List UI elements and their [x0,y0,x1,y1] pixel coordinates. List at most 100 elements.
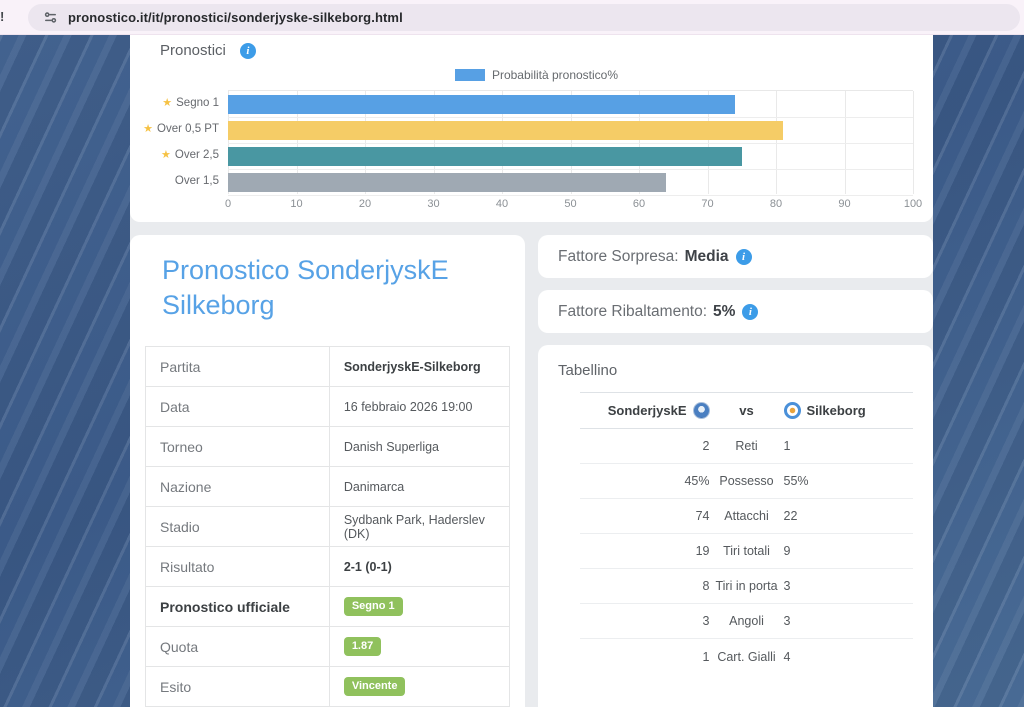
table-row: Quota 1.87 [145,626,511,668]
x-tick-label: 60 [632,198,646,210]
surprise-factor-value: Media [684,247,729,265]
chart-info-icon[interactable]: i [239,42,256,59]
prediction-table: Partita SonderjyskE-Silkeborg Data 16 febbr… [145,346,511,707]
x-tick-label: 90 [838,198,851,210]
stat-label: Tiri in porta [715,579,778,593]
table-row: Torneo Danish Superliga [145,426,511,468]
stat-row: 8 Tiri in porta 3 [580,569,913,604]
stat-away: 3 [783,579,791,593]
row-value: SonderjyskE-Silkeborg [328,346,511,388]
row-label: Risultato [145,546,330,588]
chart-x-axis: 0 10 20 30 40 50 60 70 80 90 100 [224,198,922,216]
status-badge: Segno 1 [343,597,403,617]
row-value: 2-1 (0-1) [328,546,511,588]
gridline [502,91,503,194]
stat-away: 1 [783,439,791,453]
row-label: Torneo [145,426,330,468]
surprise-factor-card: Fattore Sorpresa: Media i [538,235,933,278]
chart-category-label: ★ Over 0,5 PT [143,122,219,135]
x-tick-label: 20 [358,198,372,210]
row-label: Stadio [145,506,330,548]
stat-label: Tiri totali [723,544,770,558]
gridline [433,91,435,194]
comeback-factor-value: 5% [713,302,736,320]
gridline [365,91,366,194]
tabellino-title: Tabellino [558,362,618,379]
comeback-info-icon[interactable]: i [742,303,759,320]
stat-away: 3 [783,614,791,628]
stat-home: 1 [702,649,710,664]
stat-home: 19 [695,544,710,558]
row-value: Segno 1 [328,586,511,628]
probability-bar [228,146,742,166]
stat-home: 3 [702,614,710,628]
gridline [228,195,913,196]
gridline [296,91,298,194]
prediction-title: Pronostico SonderjyskE Silkeborg [162,255,449,321]
x-tick-label: 40 [495,198,509,210]
row-value: Danish Superliga [328,426,511,468]
legend-swatch [454,69,485,81]
stat-row: 2 Reti 1 [580,429,913,464]
row-value: 1.87 [328,626,511,668]
home-team-name: SonderjyskE [607,403,687,418]
stat-row: 3 Angoli 3 [580,604,913,639]
legend-label: Probabilità pronostico% [491,68,619,82]
stat-row: 45% Possesso 55% [580,464,913,499]
x-tick-label: 10 [290,198,303,210]
gridline [844,91,846,194]
star-icon: ★ [143,122,153,135]
x-tick-label: 70 [701,198,714,210]
window-edge-mark: ! [0,9,5,24]
row-label: Pronostico ufficiale [145,586,330,628]
gridline [228,117,913,118]
status-badge: Vincente [343,677,406,697]
stat-label: Attacchi [724,509,769,523]
stat-label: Cart. Gialli [717,649,776,664]
url-text[interactable]: pronostico.it/it/pronostici/sonderjyske-… [68,10,403,25]
table-row: Partita SonderjyskE-Silkeborg [145,346,511,388]
probability-bar [228,172,667,192]
away-team-logo-icon [783,402,801,419]
row-label: Quota [145,626,330,668]
chart-category-label: ★ Segno 1 [162,96,219,109]
gridline [913,91,914,194]
chart-category-label: Over 1,5 [174,175,219,187]
probability-bar [228,94,735,114]
stat-label: Angoli [729,614,764,628]
stat-away: 22 [783,509,798,523]
vs-label: vs [739,403,754,418]
site-settings-icon[interactable] [42,9,59,26]
chart-category-labels: ★ Segno 1 ★ Over 0,5 PT ★ Over 2,5 Over 1,5 [143,90,228,194]
row-value: Danimarca [328,466,511,508]
row-value: 16 febbraio 2026 19:00 [328,386,511,428]
stat-away: 4 [783,649,791,664]
tabellino-card: Tabellino SonderjyskE vs Silkeborg 2 Reti… [538,345,933,707]
table-row: Risultato 2-1 (0-1) [145,546,511,588]
chart-legend[interactable]: Probabilità pronostico% [160,68,913,82]
star-icon: ★ [161,148,171,161]
table-row: Pronostico ufficiale Segno 1 [145,586,511,628]
table-row: Esito Vincente [145,666,511,707]
status-badge: 1.87 [343,637,382,657]
browser-toolbar: ! pronostico.it/it/pronostici/sonderjysk… [0,0,1024,35]
page-background: Pronostici i Probabilità pronostico% ★ Se… [0,35,1024,707]
stat-row: 74 Attacchi 22 [580,499,913,534]
gridline [228,91,229,194]
row-label: Partita [145,346,330,388]
stat-home: 2 [702,439,710,453]
chart-category-label: ★ Over 2,5 [161,148,219,161]
address-bar[interactable]: pronostico.it/it/pronostici/sonderjyske-… [28,4,1020,31]
surprise-info-icon[interactable]: i [735,248,752,265]
comeback-factor-label: Fattore Ribaltamento: [558,302,708,320]
tabellino-header-row: SonderjyskE vs Silkeborg [580,392,913,429]
x-tick-label: 80 [769,198,783,210]
gridline [639,91,640,194]
x-tick-label: 0 [224,198,232,210]
stat-label: Reti [735,439,758,453]
x-tick-label: 30 [427,198,440,210]
stat-row: 1 Cart. Gialli 4 [580,639,913,674]
chart-plot-area [228,90,914,196]
stat-home: 74 [695,509,710,523]
stat-label: Possesso [719,474,774,488]
